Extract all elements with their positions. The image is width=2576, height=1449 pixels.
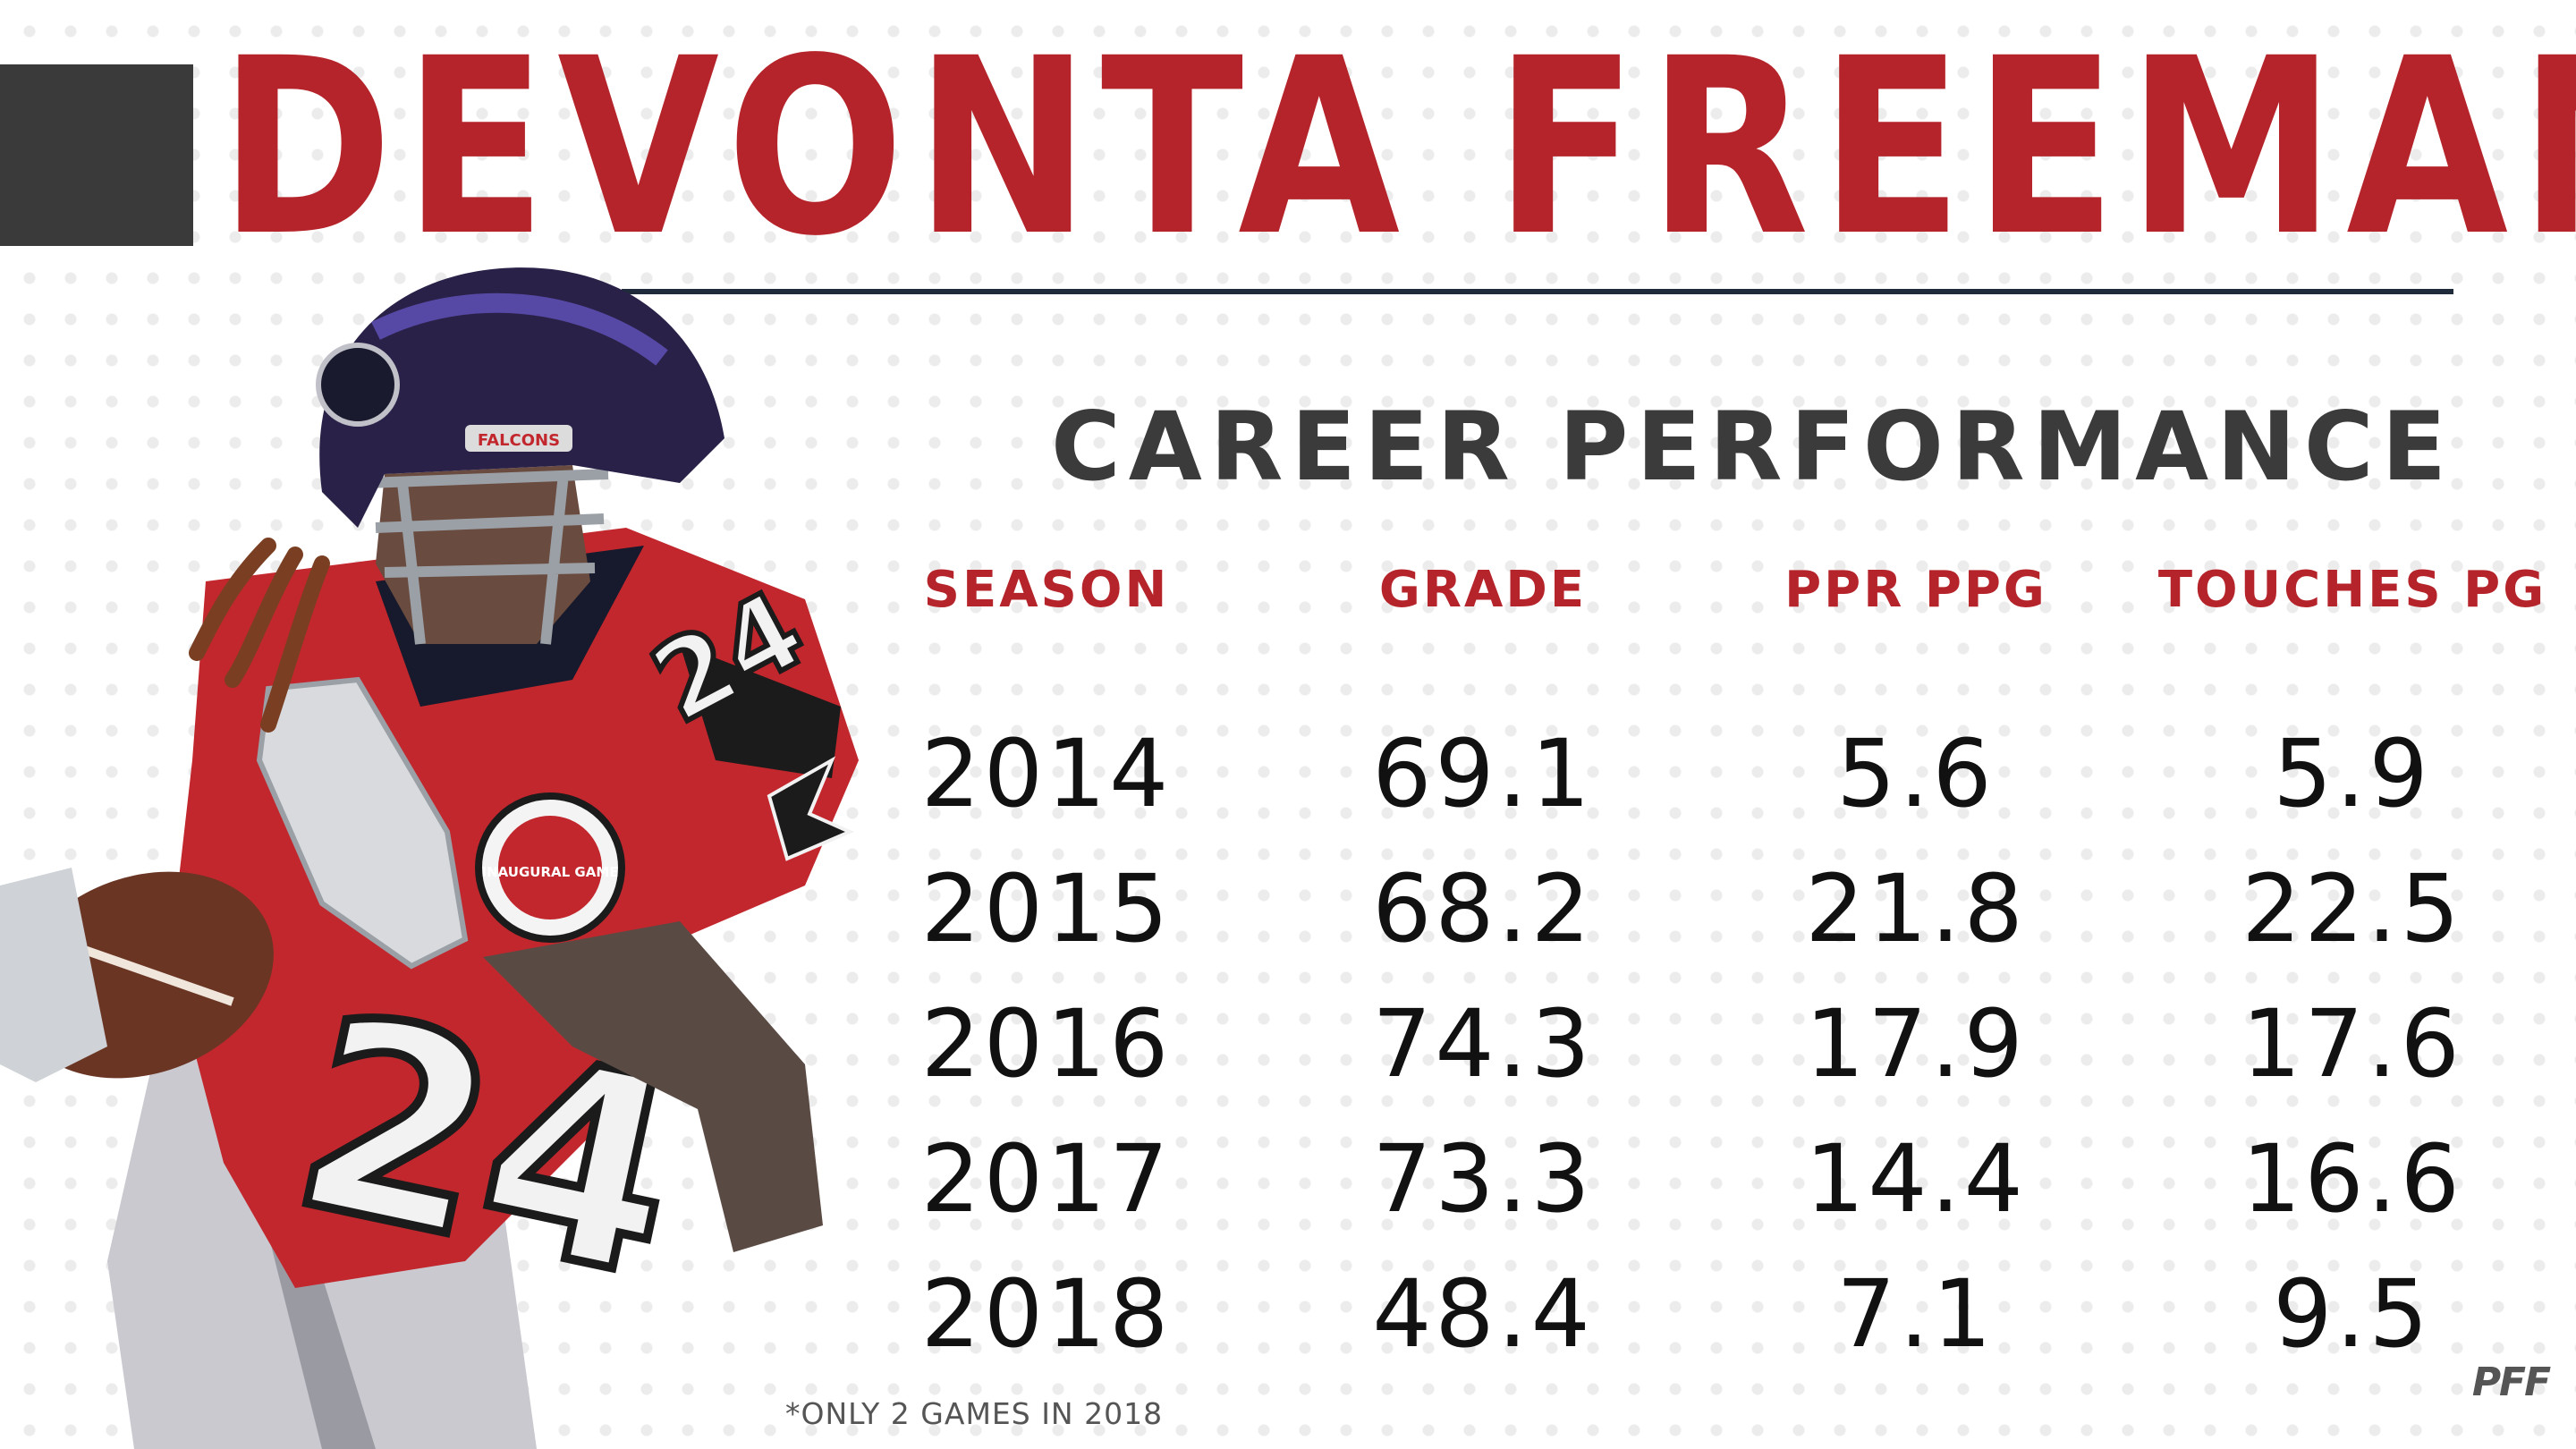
table-row: 2017 73.3 14.4 16.6 [903,1112,2576,1247]
table-row: 2018 48.4 7.1 9.5 [903,1247,2576,1382]
season-cell: 2018 [920,1259,1173,1368]
grade-cell: 69.1 [1372,719,1594,828]
pff-logo: PFF [2471,1360,2551,1405]
table-row: 2014 69.1 5.6 5.9 [903,707,2576,842]
player-arm [483,921,823,1252]
touches-pg-cell: 5.9 [2273,719,2432,828]
column-header-grade: GRADE [1378,561,1588,619]
column-header-season: SEASON [923,561,1170,619]
season-cell: 2017 [920,1124,1173,1233]
ppr-ppg-cell: 14.4 [1805,1124,2027,1233]
helmet-bumper-text: FALCONS [478,431,560,450]
stats-table: SEASON GRADE PPR PPG TOUCHES PG 2014 69.… [903,546,2576,1368]
touches-pg-cell: 22.5 [2241,854,2463,963]
section-title: CAREER PERFORMANCE [1051,392,2455,502]
touches-pg-cell: 17.6 [2241,989,2463,1098]
ppr-ppg-cell: 17.9 [1805,989,2027,1098]
table-row: 2015 68.2 21.8 22.5 [903,842,2576,977]
title-divider [622,289,2453,294]
ppr-ppg-cell: 5.6 [1836,719,1996,828]
player-name: DEVONTA FREEMAN [219,7,2576,290]
column-header-touches-pg: TOUCHES PG [2157,561,2547,619]
player-glove [256,676,469,970]
column-header-ppr-ppg: PPR PPG [1784,561,2047,619]
ppr-ppg-cell: 21.8 [1805,854,2027,963]
footnote: *ONLY 2 GAMES IN 2018 [785,1396,1164,1431]
player-hair [189,538,330,733]
season-cell: 2015 [920,854,1173,963]
table-body: 2014 69.1 5.6 5.9 2015 68.2 21.8 22.5 20… [903,707,2576,1382]
falcons-logo-icon [767,756,854,861]
touches-pg-cell: 16.6 [2241,1124,2463,1233]
touches-pg-cell: 9.5 [2273,1259,2432,1368]
grade-cell: 68.2 [1372,854,1594,963]
header-accent-block [0,64,193,246]
grade-cell: 73.3 [1372,1124,1594,1233]
player-face [376,465,590,644]
player-photo: 24 24 INAUGURAL GAME FALCONS [0,267,859,1449]
season-cell: 2014 [920,719,1173,828]
season-cell: 2016 [920,989,1173,1098]
player-facemask [366,469,609,645]
ppr-ppg-cell: 7.1 [1836,1259,1996,1368]
table-header: SEASON GRADE PPR PPG TOUCHES PG [903,546,2576,635]
grade-cell: 74.3 [1372,989,1594,1098]
table-row: 2016 74.3 17.9 17.6 [903,977,2576,1112]
helmet-logo-icon [316,343,400,427]
grade-cell: 48.4 [1372,1259,1594,1368]
patch-text: INAUGURAL GAME [482,864,619,880]
